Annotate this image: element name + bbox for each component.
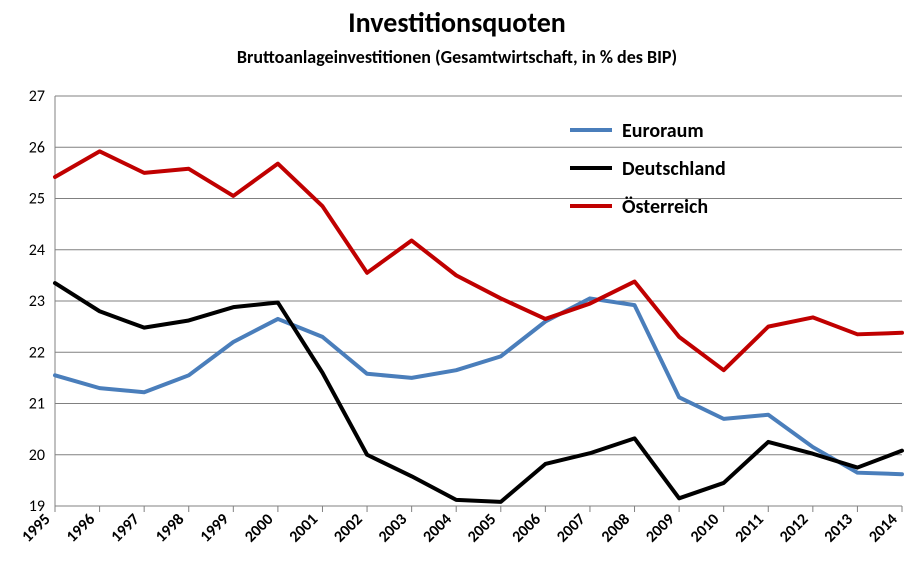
- chart-svg: 1920212223242526271995199619971998199920…: [0, 0, 914, 579]
- series-deutschland: [55, 283, 902, 502]
- line-chart: Investitionsquoten Bruttoanlageinvestiti…: [0, 0, 914, 579]
- y-axis-label: 25: [29, 190, 45, 209]
- x-axis-label: 1997: [107, 510, 143, 546]
- x-axis-label: 1999: [196, 510, 232, 546]
- legend-label: Deutschland: [622, 157, 726, 181]
- y-axis-label: 20: [29, 446, 45, 465]
- y-axis-label: 23: [29, 292, 45, 311]
- x-axis-label: 2004: [419, 510, 455, 546]
- y-axis-label: 24: [29, 241, 45, 260]
- x-axis-label: 2000: [241, 510, 277, 546]
- y-axis-label: 26: [29, 138, 45, 157]
- x-axis-label: 1995: [18, 510, 54, 546]
- x-axis-label: 2008: [598, 510, 634, 546]
- x-axis-label: 2013: [821, 510, 857, 546]
- x-axis-label: 1998: [152, 510, 188, 546]
- x-axis-label: 2006: [509, 510, 545, 546]
- x-axis-label: 2012: [776, 510, 812, 546]
- x-axis-label: 2014: [865, 510, 901, 546]
- legend-label: Euroraum: [622, 119, 704, 143]
- x-axis-label: 2011: [731, 510, 767, 546]
- x-axis-label: 2010: [687, 510, 723, 546]
- x-axis-label: 2007: [553, 510, 589, 546]
- series-österreich: [55, 151, 902, 370]
- y-axis-label: 21: [29, 395, 45, 414]
- legend-label: Österreich: [622, 195, 708, 219]
- x-axis-label: 1996: [63, 510, 99, 546]
- x-axis-label: 2001: [286, 510, 322, 546]
- x-axis-label: 2003: [375, 510, 411, 546]
- x-axis-label: 2009: [642, 510, 678, 546]
- x-axis-label: 2002: [330, 510, 366, 546]
- y-axis-label: 27: [29, 87, 45, 106]
- y-axis-label: 22: [29, 343, 45, 362]
- x-axis-label: 2005: [464, 510, 500, 546]
